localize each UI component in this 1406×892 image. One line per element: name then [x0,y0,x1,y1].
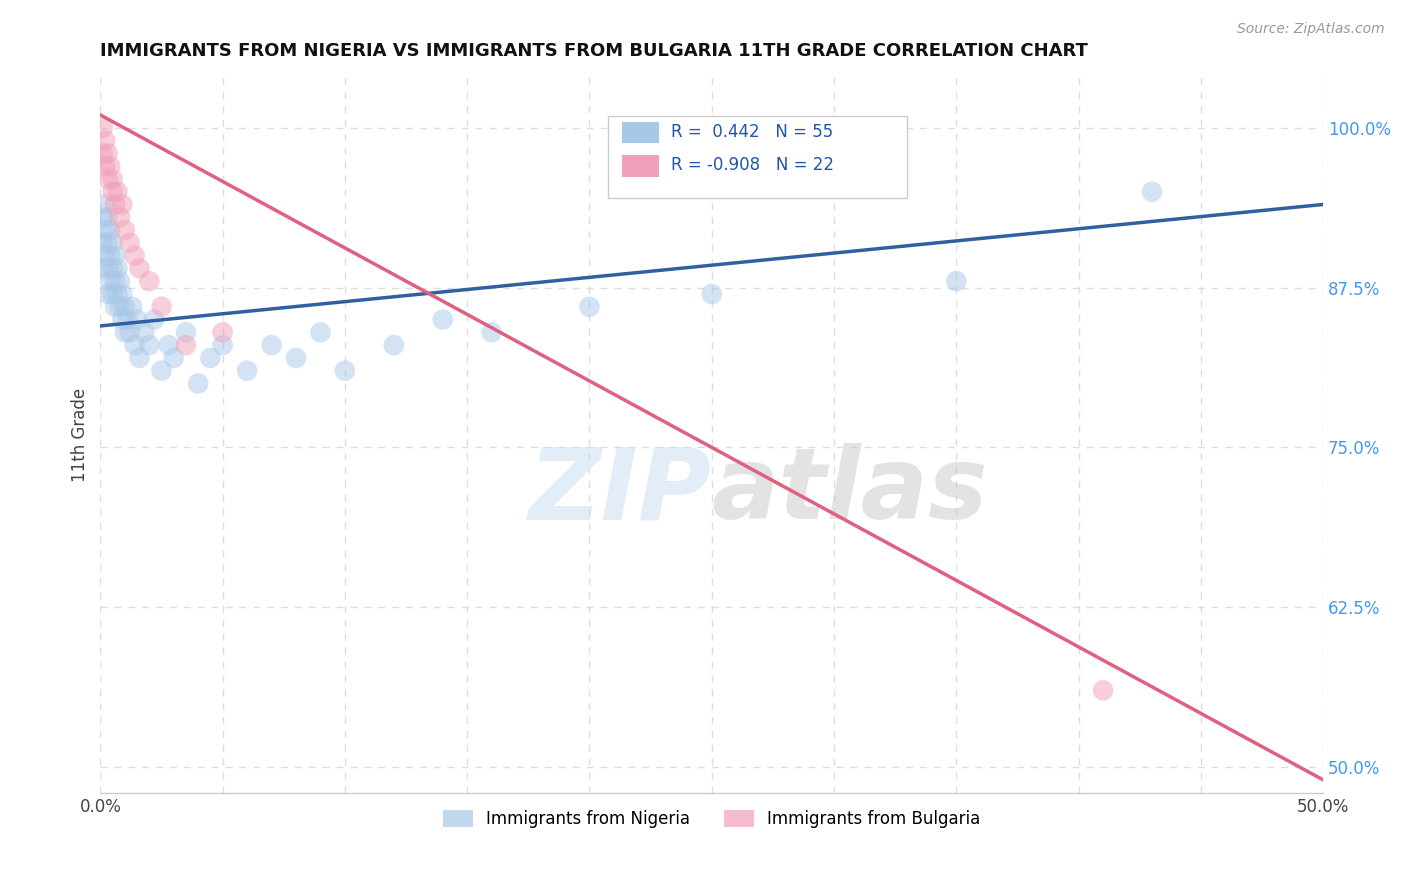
Point [101,261,124,276]
Legend: Immigrants from Nigeria, Immigrants from Bulgaria: Immigrants from Nigeria, Immigrants from… [436,803,987,834]
Bar [623,155,659,177]
Text: R = -0.908   N = 22: R = -0.908 N = 22 [672,156,834,174]
Point [236,364,259,378]
Bar [623,121,659,144]
Point [111,197,134,211]
Point [174,326,197,340]
Point [309,326,332,340]
Point [108,211,131,225]
Point [118,326,141,340]
Point [1140,185,1163,199]
Point [97,172,120,186]
Point [211,338,233,352]
Point [108,300,131,314]
Point [128,261,150,276]
Point [260,338,283,352]
Point [285,351,308,365]
Point [114,326,136,340]
Point [124,338,146,352]
Point [125,312,148,326]
Point [101,235,124,250]
Point [97,287,120,301]
Point [97,235,120,250]
Point [98,274,121,288]
Point [114,300,136,314]
Point [121,300,143,314]
Point [124,249,146,263]
Point [98,249,121,263]
Point [104,197,127,211]
Bar [607,116,907,198]
Point [101,172,124,186]
Point [104,249,127,263]
Point [187,376,209,391]
Point [94,249,117,263]
Text: IMMIGRANTS FROM NIGERIA VS IMMIGRANTS FROM BULGARIA 11TH GRADE CORRELATION CHART: IMMIGRANTS FROM NIGERIA VS IMMIGRANTS FR… [100,42,1088,60]
Point [91,146,114,161]
Point [107,185,129,199]
Point [111,287,134,301]
Point [481,326,503,340]
Point [700,287,723,301]
Point [97,146,120,161]
Point [91,211,114,225]
Text: atlas: atlas [711,443,988,541]
Point [97,261,120,276]
Y-axis label: 11th Grade: 11th Grade [72,387,89,482]
Point [98,159,121,173]
Point [174,338,197,352]
Point [382,338,405,352]
Point [104,300,127,314]
Point [108,274,131,288]
Point [98,223,121,237]
Text: ZIP: ZIP [529,443,711,541]
Point [163,351,186,365]
Point [101,185,124,199]
Point [114,223,136,237]
Point [94,134,117,148]
Point [107,287,129,301]
Point [91,120,114,135]
Point [333,364,356,378]
Point [91,235,114,250]
Point [200,351,222,365]
Point [578,300,600,314]
Point [101,287,124,301]
Text: R =  0.442   N = 55: R = 0.442 N = 55 [672,123,834,141]
Point [138,338,160,352]
Point [94,159,117,173]
Text: Source: ZipAtlas.com: Source: ZipAtlas.com [1237,22,1385,37]
Point [143,312,166,326]
Point [97,211,120,225]
Point [150,300,173,314]
Point [117,312,139,326]
Point [94,223,117,237]
Point [107,261,129,276]
Point [128,351,150,365]
Point [118,235,141,250]
Point [945,274,967,288]
Point [1092,683,1115,698]
Point [104,274,127,288]
Point [432,312,454,326]
Point [134,326,156,340]
Point [138,274,160,288]
Point [111,312,134,326]
Point [157,338,180,352]
Point [94,197,117,211]
Point [150,364,173,378]
Point [91,261,114,276]
Point [211,326,233,340]
